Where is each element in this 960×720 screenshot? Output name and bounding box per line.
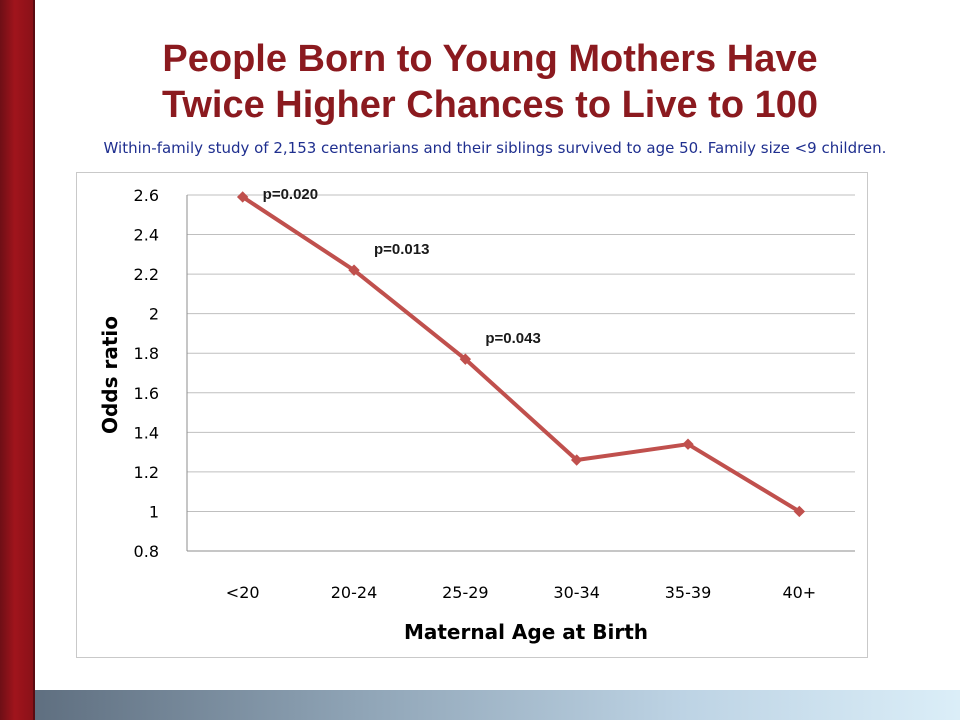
left-accent-edge [33, 0, 35, 720]
slide-subtitle: Within-family study of 2,153 centenarian… [103, 139, 887, 157]
p-value-annotation: p=0.013 [374, 241, 429, 258]
p-value-annotation: p=0.043 [485, 330, 540, 347]
p-value-annotation: p=0.020 [263, 186, 318, 203]
chart-frame: 0.8 1 1.2 1.4 1.6 1.8 2 2.2 2.4 2.6 <20 20-24 25-29 3… [76, 172, 868, 658]
x-tick-label: 20-24 [331, 583, 378, 602]
line-chart: 0.8 1 1.2 1.4 1.6 1.8 2 2.2 2.4 2.6 <20 20-24 25-29 3… [98, 186, 855, 644]
x-tick-label: 35-39 [665, 583, 712, 602]
y-tick-label: 1.8 [134, 344, 159, 363]
x-tick-label: 40+ [782, 583, 816, 602]
data-point [348, 264, 360, 276]
y-tick-label: 1.6 [134, 384, 159, 403]
y-axis-title: Odds ratio [98, 316, 122, 434]
data-point [682, 438, 694, 450]
y-tick-label: 2.4 [134, 226, 159, 245]
data-point [570, 454, 583, 466]
x-tick-label: 25-29 [442, 583, 489, 602]
data-point [459, 353, 472, 365]
y-tick-label: 1.2 [134, 463, 159, 482]
y-tick-label: 2 [149, 305, 159, 324]
y-tick-label: 2.2 [134, 265, 159, 284]
x-tick-label: 30-34 [553, 583, 600, 602]
left-accent-bar [0, 0, 33, 720]
y-tick-label: 0.8 [134, 542, 159, 561]
slide-title: People Born to Young Mothers Have Twice … [60, 36, 920, 128]
data-point [236, 191, 249, 203]
title-line-2: Twice Higher Chances to Live to 100 [161, 84, 819, 126]
data-point [793, 505, 806, 518]
y-tick-label: 1 [149, 502, 159, 521]
y-tick-label: 1.4 [134, 423, 159, 442]
y-tick-label: 2.6 [134, 186, 159, 205]
x-tick-label: <20 [226, 583, 260, 602]
title-line-1: People Born to Young Mothers Have [162, 38, 818, 80]
x-axis-title: Maternal Age at Birth [404, 620, 648, 644]
series-line [240, 194, 802, 514]
bottom-accent-bar [35, 690, 960, 720]
